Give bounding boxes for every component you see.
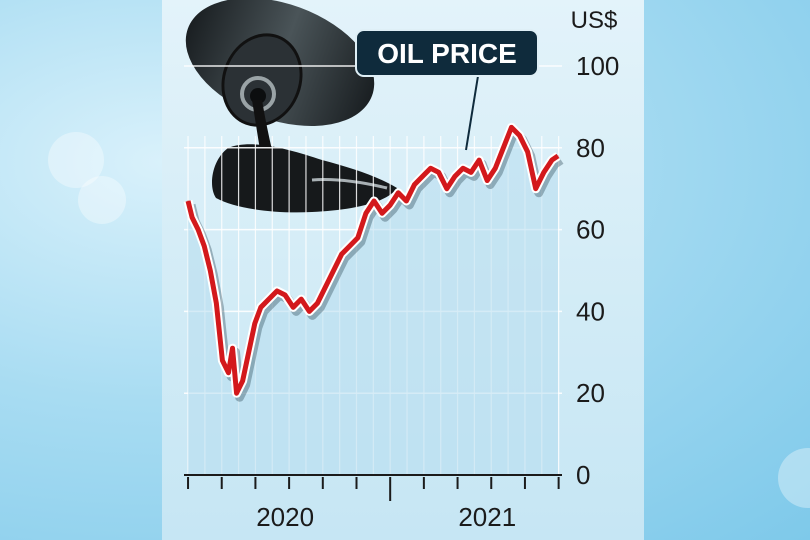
data-point <box>187 200 189 202</box>
data-point <box>430 167 432 169</box>
data-point <box>324 286 326 288</box>
data-point <box>422 175 424 177</box>
data-point <box>197 229 199 231</box>
data-point <box>316 302 318 304</box>
data-point <box>232 347 234 349</box>
data-point <box>405 200 407 202</box>
bokeh-light <box>778 448 810 508</box>
data-point <box>227 372 229 374</box>
data-point <box>470 171 472 173</box>
oil-price-chart: 0 20 40 60 80 100 2020 2021 OIL PRICE US$ <box>183 0 619 532</box>
data-point <box>397 192 399 194</box>
data-point <box>284 294 286 296</box>
oil-spill-highlight <box>311 178 388 190</box>
data-point <box>300 298 302 300</box>
data-point <box>543 171 545 173</box>
area-fill-layer <box>188 127 558 475</box>
data-point <box>236 392 238 394</box>
data-point <box>268 298 270 300</box>
data-point <box>486 180 488 182</box>
data-point <box>519 135 521 137</box>
data-point <box>462 167 464 169</box>
data-point <box>260 306 262 308</box>
data-point <box>242 380 244 382</box>
bokeh-light <box>78 176 126 224</box>
data-point <box>292 306 294 308</box>
data-point <box>373 200 375 202</box>
y-tick-label: 40 <box>576 296 605 326</box>
y-tick-label: 0 <box>576 460 590 490</box>
title-callout: OIL PRICE <box>355 29 539 151</box>
data-point <box>438 171 440 173</box>
data-point <box>494 167 496 169</box>
title-box <box>355 29 539 77</box>
data-point <box>535 188 537 190</box>
price-line-layer <box>183 122 564 402</box>
oil-barrel-illustration <box>185 0 397 213</box>
bokeh-light <box>48 132 104 188</box>
data-point <box>446 188 448 190</box>
data-point <box>551 159 553 161</box>
data-point <box>357 237 359 239</box>
title-pointer <box>465 75 479 151</box>
data-point <box>349 245 351 247</box>
data-point <box>276 290 278 292</box>
data-point <box>203 245 205 247</box>
data-point <box>333 270 335 271</box>
axis-layer: 0 20 40 60 80 100 2020 2021 <box>184 51 619 532</box>
data-point <box>478 159 480 161</box>
data-point <box>502 147 504 149</box>
price-area-fill <box>188 127 558 475</box>
data-point <box>221 359 223 361</box>
y-tick-label: 100 <box>576 51 619 81</box>
data-point <box>527 151 529 153</box>
chart-title: OIL PRICE <box>377 38 517 69</box>
data-point <box>389 204 391 206</box>
data-point <box>413 184 415 186</box>
oil-spill-shape <box>212 144 397 213</box>
data-point <box>341 253 343 255</box>
y-tick-label: 20 <box>576 378 605 408</box>
data-point <box>510 126 512 128</box>
unit-label: US$ <box>571 7 618 34</box>
data-point <box>365 212 367 214</box>
data-point <box>191 216 193 218</box>
data-point <box>209 270 211 271</box>
x-year-label: 2020 <box>256 502 314 532</box>
data-point <box>254 323 256 325</box>
y-tick-label: 60 <box>576 215 605 245</box>
x-year-label: 2021 <box>458 502 516 532</box>
data-point <box>215 302 217 304</box>
y-tick-label: 80 <box>576 133 605 163</box>
data-point <box>248 351 250 353</box>
data-point <box>381 212 383 214</box>
data-point <box>308 310 310 312</box>
data-point <box>454 175 456 177</box>
oil-stream <box>252 100 272 150</box>
data-point <box>557 155 559 157</box>
